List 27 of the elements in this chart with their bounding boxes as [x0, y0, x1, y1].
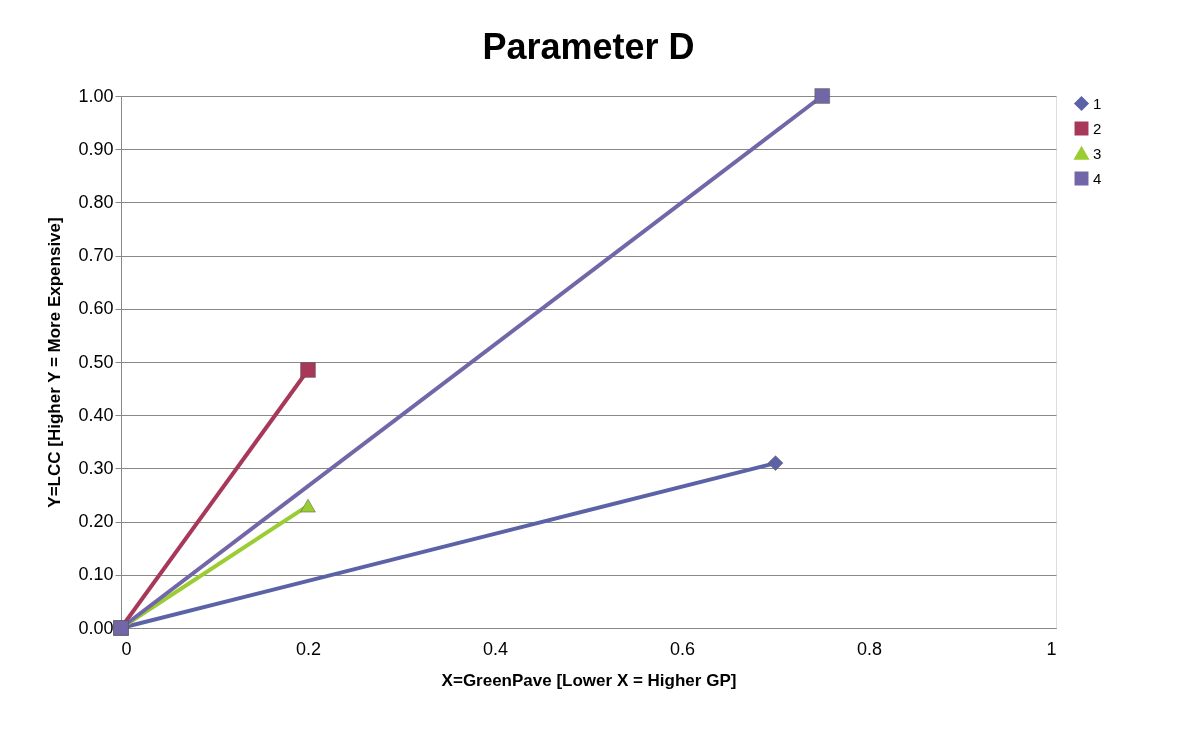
y-tick-label: 0.40 — [78, 404, 114, 425]
x-tick-label: 0.2 — [295, 638, 322, 659]
point — [300, 362, 316, 378]
point — [814, 88, 830, 104]
x-tick-label: 0.4 — [482, 638, 509, 659]
y-tick-label: 1.00 — [78, 85, 114, 106]
y-tick-label: 0.10 — [78, 564, 114, 585]
y-tick-label: 0.20 — [78, 511, 114, 532]
y-tick-label: 0.60 — [78, 298, 114, 319]
x-tick-label: 0.6 — [669, 638, 696, 659]
legend-label: 1 — [1093, 94, 1102, 112]
y-tick-label: 0.90 — [78, 138, 114, 159]
point — [767, 455, 784, 471]
x-tick-label: 1 — [1046, 638, 1057, 659]
x-tick-label: 0.8 — [856, 638, 883, 659]
y-tick-label: 0.70 — [78, 245, 114, 266]
y-tick-label: 0.30 — [78, 457, 114, 478]
y-axis-title: Y=LCC [Higher Y = More Expensive] — [45, 217, 65, 508]
y-tick-label: 0.50 — [78, 351, 114, 372]
legend-label: 4 — [1093, 169, 1102, 187]
legend-label: 3 — [1093, 144, 1102, 162]
chart-title: Parameter D — [482, 26, 695, 67]
x-tick-label: 0 — [121, 638, 132, 659]
y-tick-label: 0.00 — [78, 617, 114, 638]
legend-label: 2 — [1093, 119, 1102, 137]
x-axis-title: X=GreenPave [Lower X = Higher GP] — [441, 670, 737, 690]
y-tick-label: 0.80 — [78, 191, 114, 212]
